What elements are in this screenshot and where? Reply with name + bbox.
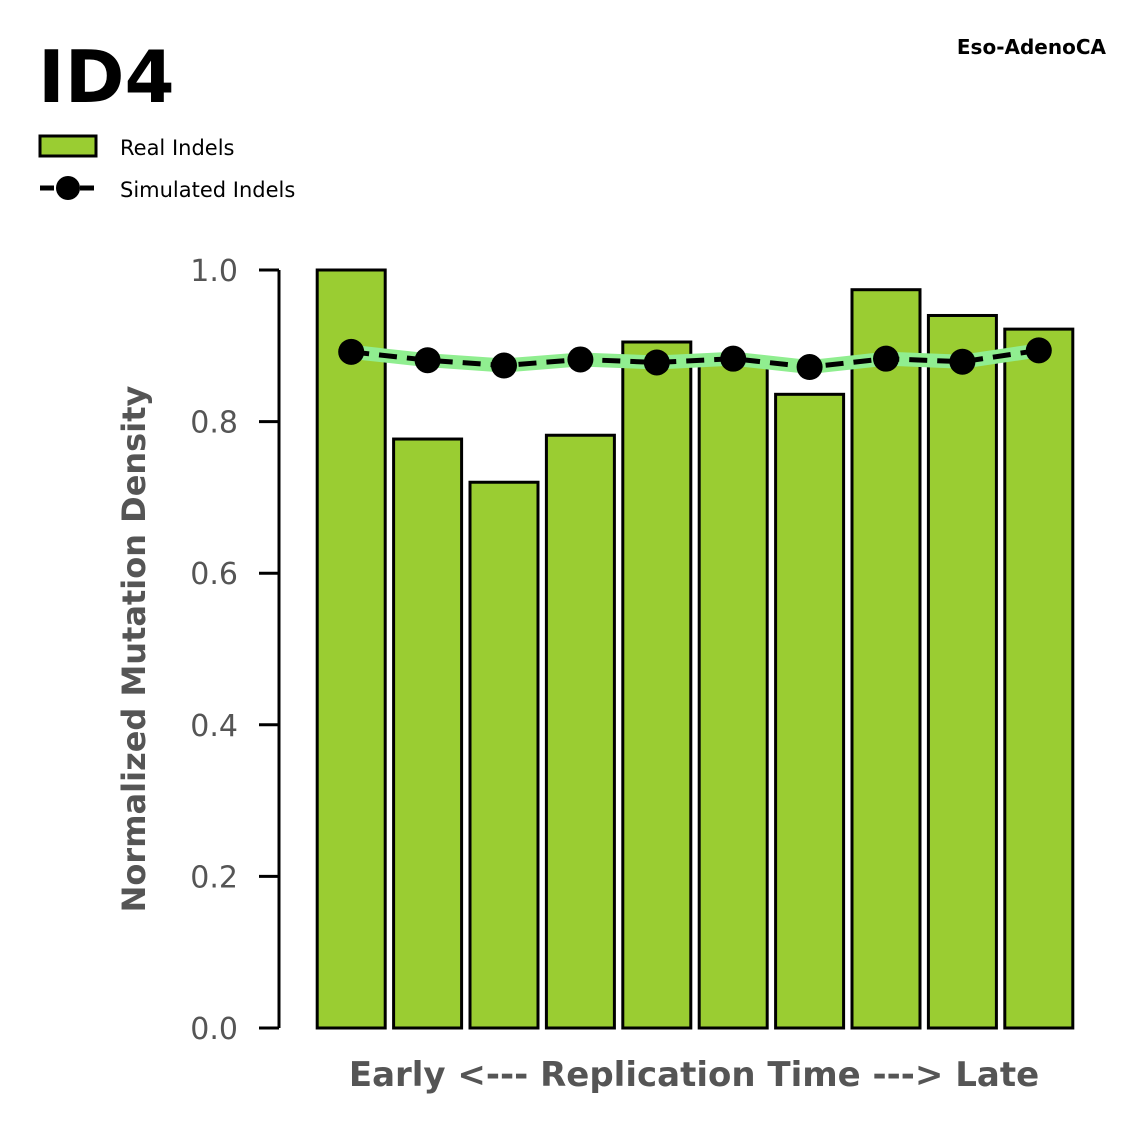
bar-2 — [392, 437, 464, 1030]
bar-3 — [468, 480, 540, 1030]
y-tick-label: 0.6 — [190, 557, 238, 592]
x-axis-label: Early <--- Replication Time ---> Late — [349, 1055, 1039, 1095]
bar-series-real-indels — [315, 268, 1075, 1030]
simulated-point-3 — [491, 352, 517, 379]
bar-4 — [544, 433, 616, 1030]
simulated-point-1 — [338, 338, 365, 365]
legend-label-simulated-indels: Simulated Indels — [120, 178, 295, 202]
bar-7 — [774, 392, 846, 1030]
y-tick-label: 0.4 — [190, 709, 238, 744]
bar-8 — [850, 288, 922, 1030]
simulated-point-2 — [414, 347, 441, 374]
y-axis-label: Normalized Mutation Density — [115, 386, 153, 913]
y-tick-label: 0.8 — [190, 406, 238, 441]
bar-9 — [926, 313, 998, 1030]
simulated-point-4 — [567, 346, 594, 373]
simulated-point-5 — [643, 349, 670, 376]
y-axis: 0.0 0.2 0.4 0.6 0.8 1.0 — [190, 254, 281, 1047]
y-tick-label: 1.0 — [190, 254, 238, 289]
chart-title: ID4 — [38, 35, 175, 119]
legend-marker-simulated-indels — [56, 176, 80, 200]
y-tick-label: 0.0 — [190, 1012, 238, 1047]
legend: Real Indels Simulated Indels — [38, 134, 295, 202]
simulated-point-10 — [1025, 337, 1052, 364]
simulated-point-7 — [796, 354, 823, 381]
legend-label-real-indels: Real Indels — [120, 136, 234, 160]
simulated-point-6 — [720, 345, 747, 372]
bar-6 — [697, 359, 769, 1030]
simulated-point-9 — [949, 348, 976, 375]
simulated-line — [350, 347, 1040, 370]
line-series-simulated-indels — [338, 337, 1052, 381]
bar-5 — [621, 340, 693, 1030]
y-tick-label: 0.2 — [190, 860, 238, 895]
legend-swatch-real-indels — [38, 134, 98, 158]
bar-10 — [1003, 327, 1075, 1030]
simulated-point-8 — [873, 345, 899, 372]
chart-subtitle: Eso-AdenoCA — [957, 35, 1107, 59]
bar-1 — [315, 268, 387, 1030]
